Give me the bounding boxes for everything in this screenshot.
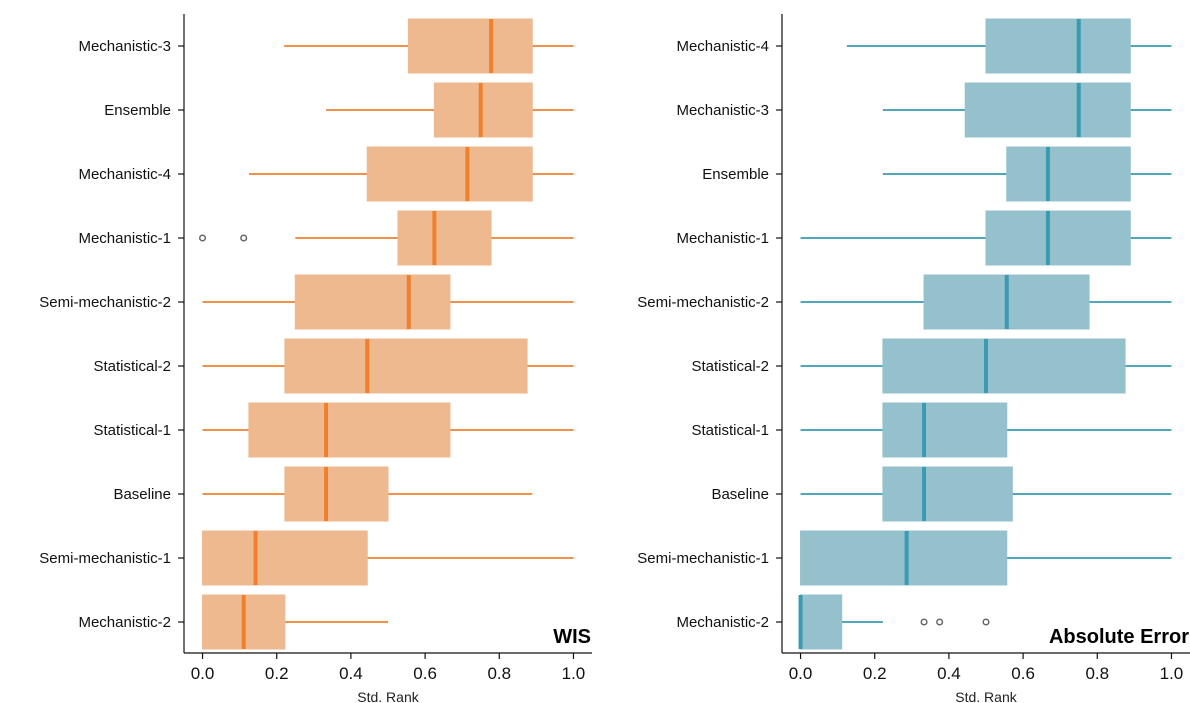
box-ensemble	[1006, 146, 1131, 202]
x-tick-label-absolute-error: 0.8	[1085, 664, 1109, 683]
box-mechanistic-1	[985, 210, 1131, 266]
box-semi-mechanistic-2	[294, 274, 451, 330]
box-semi-mechanistic-1	[800, 530, 1008, 586]
x-tick-label-absolute-error: 1.0	[1160, 664, 1184, 683]
category-label-statistical-2: Statistical-2	[691, 358, 769, 375]
box-semi-mechanistic-1	[202, 530, 368, 586]
category-label-mechanistic-1: Mechanistic-1	[78, 230, 171, 247]
category-label-mechanistic-3: Mechanistic-3	[78, 38, 171, 55]
category-label-statistical-1: Statistical-1	[93, 422, 171, 439]
box-baseline	[284, 466, 389, 522]
panel-wis: Std. Rank WIS 0.0 0.2 0.4 0.6 0.8 1.0 Mechanis…	[39, 14, 592, 703]
category-label-mechanistic-4: Mechanistic-4	[676, 38, 769, 55]
x-tick-label-absolute-error: 0.4	[937, 664, 961, 683]
category-label-semi-mechanistic-1: Semi-mechanistic-1	[39, 550, 171, 567]
x-axis-label-absolute-error: Std. Rank	[955, 689, 1017, 703]
box-mechanistic-3	[964, 82, 1131, 138]
category-label-semi-mechanistic-1: Semi-mechanistic-1	[637, 550, 769, 567]
panel-title-wis: WIS	[553, 626, 591, 648]
category-label-semi-mechanistic-2: Semi-mechanistic-2	[637, 294, 769, 311]
box-mechanistic-4	[366, 146, 533, 202]
category-label-statistical-2: Statistical-2	[93, 358, 171, 375]
x-tick-label-wis: 0.0	[191, 664, 215, 683]
box-statistical-1	[248, 402, 451, 458]
x-tick-label-wis: 0.2	[265, 664, 289, 683]
x-axis-label-wis: Std. Rank	[357, 689, 419, 703]
x-tick-label-absolute-error: 0.6	[1011, 664, 1035, 683]
box-baseline	[882, 466, 1013, 522]
box-mechanistic-2	[800, 594, 843, 650]
box-mechanistic-3	[407, 18, 533, 74]
category-label-mechanistic-2: Mechanistic-2	[676, 614, 769, 631]
box-statistical-2	[882, 338, 1126, 394]
outlier-point-mechanistic-2	[920, 618, 928, 626]
x-tick-label-absolute-error: 0.0	[789, 664, 813, 683]
panel-absolute-error: Std. Rank Absolute Error 0.0 0.2 0.4 0.6 0.8…	[637, 14, 1190, 703]
box-statistical-1	[882, 402, 1008, 458]
box-mechanistic-4	[985, 18, 1131, 74]
outlier-point-mechanistic-2	[936, 618, 944, 626]
category-label-ensemble: Ensemble	[702, 166, 769, 183]
x-tick-label-wis: 1.0	[562, 664, 586, 683]
x-tick-label-wis: 0.4	[339, 664, 363, 683]
x-tick-label-wis: 0.6	[413, 664, 437, 683]
category-label-mechanistic-2: Mechanistic-2	[78, 614, 171, 631]
category-label-semi-mechanistic-2: Semi-mechanistic-2	[39, 294, 171, 311]
box-ensemble	[433, 82, 533, 138]
outlier-point-mechanistic-1	[198, 234, 207, 242]
box-statistical-2	[284, 338, 528, 394]
category-label-ensemble: Ensemble	[104, 102, 171, 119]
category-label-mechanistic-1: Mechanistic-1	[676, 230, 769, 247]
category-label-mechanistic-4: Mechanistic-4	[78, 166, 171, 183]
category-label-baseline: Baseline	[113, 486, 171, 503]
x-tick-label-wis: 0.8	[487, 664, 511, 683]
panel-title-absolute-error: Absolute Error	[1049, 626, 1189, 648]
outlier-point-mechanistic-2	[982, 618, 990, 626]
box-mechanistic-1	[397, 210, 492, 266]
x-tick-label-absolute-error: 0.2	[863, 664, 887, 683]
category-label-baseline: Baseline	[711, 486, 769, 503]
category-label-statistical-1: Statistical-1	[691, 422, 769, 439]
category-label-mechanistic-3: Mechanistic-3	[676, 102, 769, 119]
outlier-point-mechanistic-1	[240, 234, 248, 242]
